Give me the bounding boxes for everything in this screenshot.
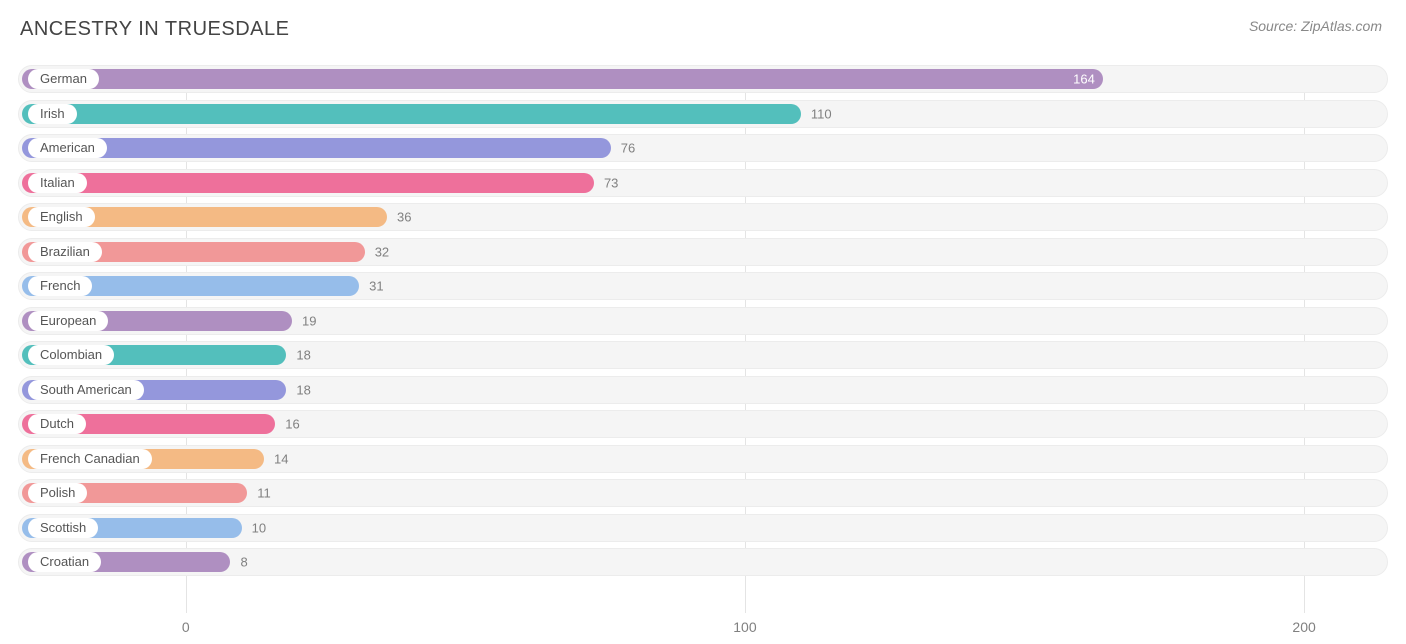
bars-area: German 164 Irish 110 American 76 Italian 73 Engl… [18,65,1388,613]
bar-label: Scottish [28,518,98,538]
bar-label: European [28,311,108,331]
bar-label: South American [28,380,144,400]
chart-container: ANCESTRY IN TRUESDALE Source: ZipAtlas.c… [0,0,1406,644]
bar-row: German 164 [18,65,1388,93]
bar-label: Colombian [28,345,114,365]
bar-row: Irish 110 [18,100,1388,128]
bar-fill [22,173,594,193]
bar-row: Polish 11 [18,479,1388,507]
bar-value: 10 [252,520,266,535]
bar-fill [22,104,801,124]
bar-value: 14 [274,451,288,466]
bar-row: French 31 [18,272,1388,300]
x-tick-label: 100 [733,619,756,635]
bar-value: 8 [240,555,247,570]
bar-label: Brazilian [28,242,102,262]
bar-label: American [28,138,107,158]
bar-row: American 76 [18,134,1388,162]
bar-row: European 19 [18,307,1388,335]
bar-value: 18 [296,348,310,363]
bar-value: 19 [302,313,316,328]
bar-row: Croatian 8 [18,548,1388,576]
bar-row: Italian 73 [18,169,1388,197]
bar-row: South American 18 [18,376,1388,404]
bar-label: Irish [28,104,77,124]
bar-label: German [28,69,99,89]
bar-label: Polish [28,483,87,503]
bar-value: 76 [621,141,635,156]
bar-value: 31 [369,279,383,294]
bar-row: Scottish 10 [18,514,1388,542]
x-tick-label: 0 [182,619,190,635]
chart-title: ANCESTRY IN TRUESDALE [20,18,1388,41]
bar-row: Colombian 18 [18,341,1388,369]
bar-label: English [28,207,95,227]
bar-value: 164 [1073,72,1095,87]
source-label: Source: ZipAtlas.com [1249,18,1382,34]
bar-label: Dutch [28,414,86,434]
bar-row: English 36 [18,203,1388,231]
bar-label: French Canadian [28,449,152,469]
bar-fill [22,69,1103,89]
plot-area: German 164 Irish 110 American 76 Italian 73 Engl… [18,65,1388,613]
bar-value: 18 [296,382,310,397]
bar-value: 36 [397,210,411,225]
bar-fill [22,138,611,158]
bar-label: Italian [28,173,87,193]
bar-value: 110 [811,106,832,121]
bar-row: French Canadian 14 [18,445,1388,473]
bar-label: French [28,276,92,296]
x-axis: 0 100 200 [18,613,1388,643]
bar-label: Croatian [28,552,101,572]
bar-value: 73 [604,175,618,190]
bar-row: Dutch 16 [18,410,1388,438]
bar-row: Brazilian 32 [18,238,1388,266]
x-tick-label: 200 [1292,619,1315,635]
bar-value: 11 [257,486,271,501]
bar-value: 32 [375,244,389,259]
bar-value: 16 [285,417,299,432]
